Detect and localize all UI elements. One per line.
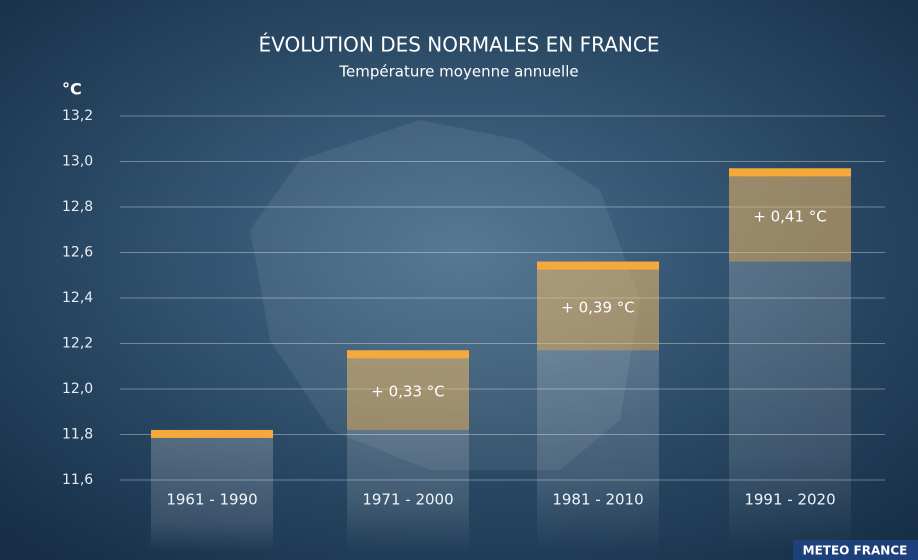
y-tick-label: 12,8 xyxy=(62,199,93,215)
y-tick-label: 11,6 xyxy=(62,472,93,488)
bar xyxy=(347,350,469,552)
bar-cap xyxy=(151,429,273,438)
y-tick-label: 13,0 xyxy=(62,154,93,170)
bar-cap xyxy=(347,350,469,359)
y-tick-label: 12,2 xyxy=(62,336,93,352)
bar-cap xyxy=(537,261,659,270)
bar xyxy=(151,429,273,552)
x-tick-label: 1971 - 2000 xyxy=(362,491,453,509)
x-tick-label: 1981 - 2010 xyxy=(552,491,643,509)
annotation: + 0,39 °C xyxy=(561,298,634,316)
bar xyxy=(729,168,851,552)
annotation: + 0,33 °C xyxy=(371,383,444,401)
increment xyxy=(347,350,469,430)
increment xyxy=(729,168,851,262)
annotation: + 0,41 °C xyxy=(753,207,826,225)
bar-cap xyxy=(729,168,851,177)
chart-title: ÉVOLUTION DES NORMALES EN FRANCE xyxy=(259,33,660,57)
increment xyxy=(537,261,659,351)
y-tick-label: 12,0 xyxy=(62,381,93,397)
chart-subtitle: Température moyenne annuelle xyxy=(338,63,578,81)
y-tick-label: 11,8 xyxy=(62,427,93,443)
x-tick-label: 1961 - 1990 xyxy=(166,491,257,509)
y-axis-label: °C xyxy=(62,80,82,99)
bar xyxy=(537,261,659,552)
x-tick-label: 1991 - 2020 xyxy=(744,491,835,509)
y-tick-label: 13,2 xyxy=(62,108,93,124)
y-tick-label: 12,6 xyxy=(62,245,93,261)
y-tick-label: 12,4 xyxy=(62,290,93,306)
